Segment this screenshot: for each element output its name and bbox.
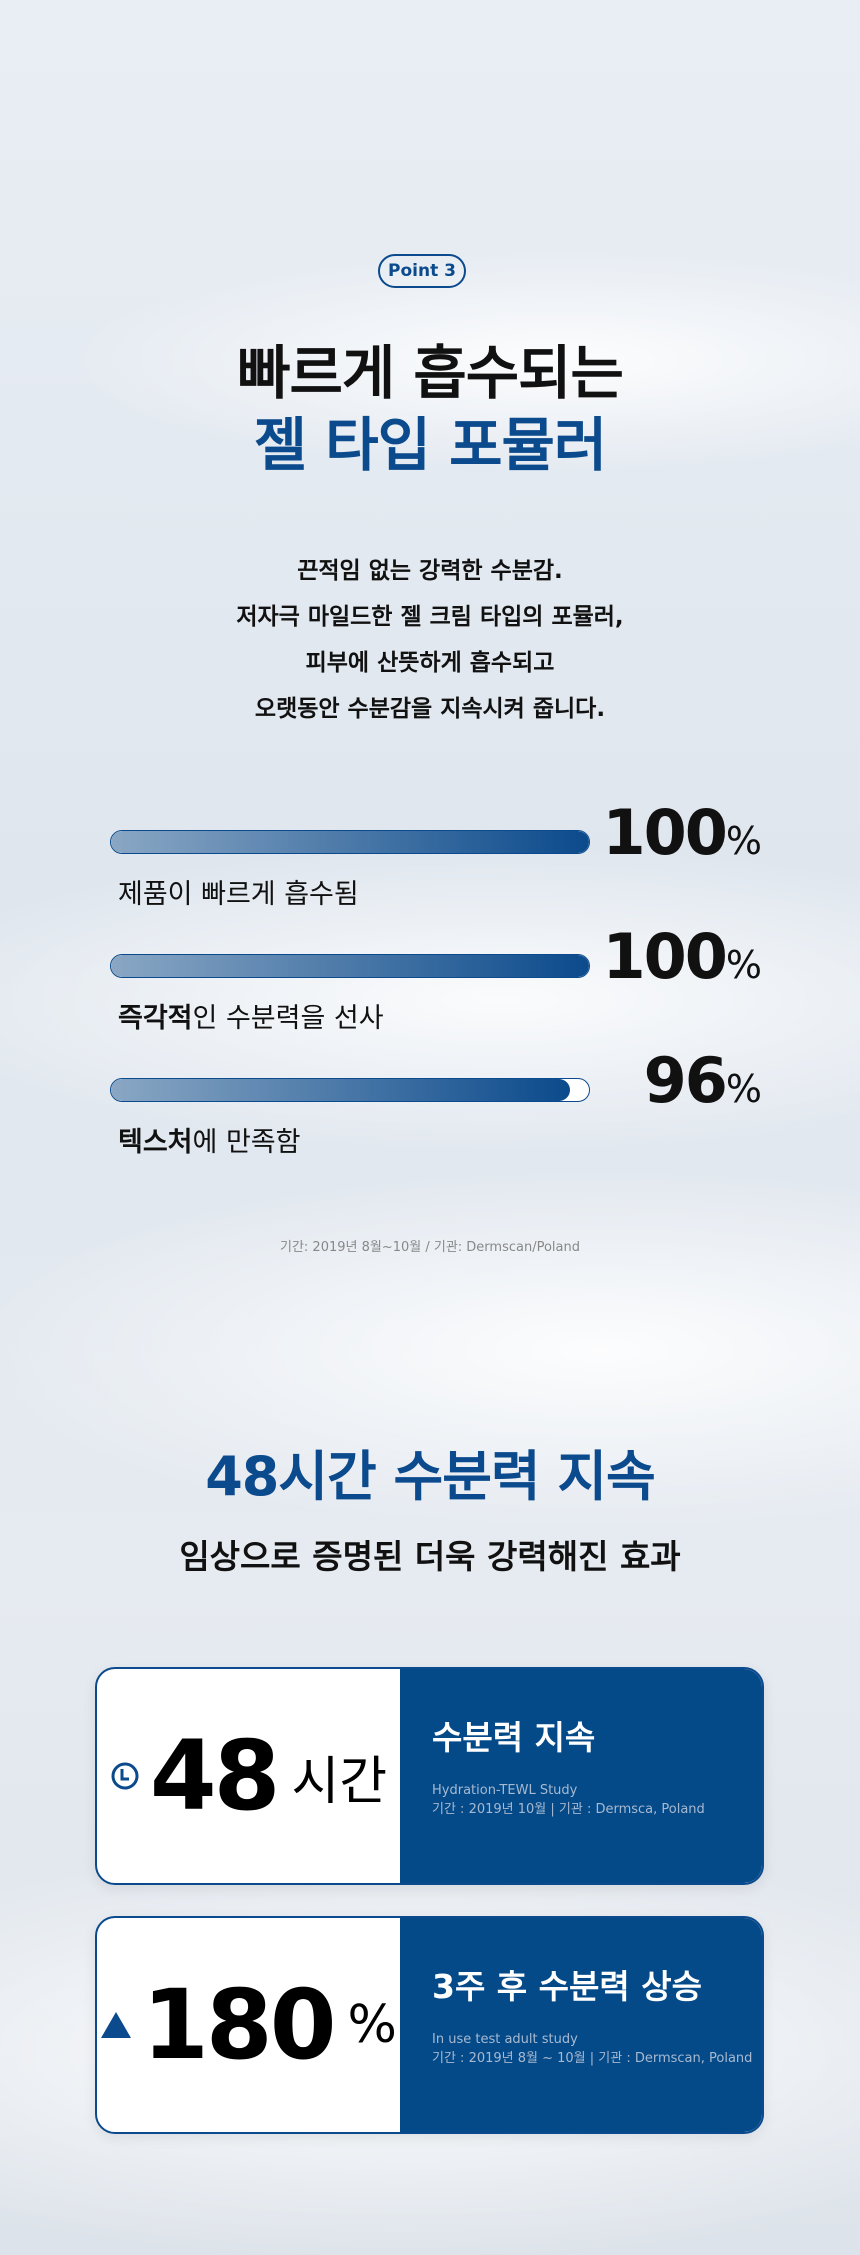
stat-percent: 100%	[602, 796, 762, 869]
stat-percent: 96%	[643, 1044, 762, 1117]
description: 끈적임 없는 강력한 수분감. 저자극 마일드한 젤 크림 타입의 포뮬러, 피…	[0, 548, 860, 732]
section-subtitle: 임상으로 증명된 더욱 강력해진 효과	[179, 1537, 681, 1576]
card-period: 기간 : 2019년 10월 | 기관 : Dermsca, Poland	[432, 1802, 705, 1817]
page-title-line1: 빠르게 흡수되는	[237, 339, 624, 407]
description-line: 오랫동안 수분감을 지속시켜 줍니다.	[254, 696, 606, 722]
stat-label: 제품이 빠르게 흡수됨	[118, 879, 359, 910]
progress-fill	[111, 1079, 570, 1101]
description-line: 저자극 마일드한 젤 크림 타입의 포뮬러,	[236, 604, 624, 630]
footnote: 기간: 2019년 8월~10월 / 기관: Dermscan/Poland	[279, 1240, 580, 1255]
card-info: 3주 후 수분력 상승 In use test adult study 기간 :…	[400, 1918, 762, 2132]
progress-fill	[111, 955, 589, 977]
card-number: 180	[142, 1969, 336, 2081]
stat-label: 텍스처에 만족함	[118, 1127, 301, 1158]
clock-icon	[111, 1762, 139, 1790]
point-badge: Point 3	[378, 254, 466, 288]
card-info: 수분력 지속 Hydration-TEWL Study 기간 : 2019년 1…	[400, 1669, 762, 1883]
card-study: Hydration-TEWL Study	[432, 1783, 578, 1798]
card-unit: 시간	[291, 1751, 388, 1812]
card-unit: %	[347, 1995, 397, 2055]
progress-bar	[110, 954, 590, 978]
card-value: 48 시간	[97, 1669, 400, 1883]
stat-label: 즉각적인 수분력을 선사	[118, 1003, 384, 1034]
stat-card: 48 시간 수분력 지속 Hydration-TEWL Study 기간 : 20…	[95, 1667, 764, 1885]
card-period: 기간 : 2019년 8월 ~ 10월 | 기관 : Dermscan, Pol…	[432, 2051, 753, 2066]
progress-bar	[110, 830, 590, 854]
section-title: 48시간 수분력 지속	[205, 1445, 656, 1508]
progress-bar	[110, 1078, 590, 1102]
card-title: 3주 후 수분력 상승	[432, 1967, 702, 2006]
card-title: 수분력 지속	[432, 1718, 596, 1757]
description-line: 끈적임 없는 강력한 수분감.	[297, 558, 563, 584]
stat-percent: 100%	[602, 920, 762, 993]
card-value: 180%	[97, 1918, 400, 2132]
stat-card: 180% 3주 후 수분력 상승 In use test adult study…	[95, 1916, 764, 2134]
page-title-line2: 젤 타입 포뮬러	[253, 411, 608, 479]
card-study: In use test adult study	[432, 2032, 578, 2047]
description-line: 피부에 산뜻하게 흡수되고	[305, 650, 555, 676]
card-number: 48	[149, 1720, 281, 1832]
triangle-up-icon	[101, 2012, 132, 2038]
progress-fill	[111, 831, 589, 853]
